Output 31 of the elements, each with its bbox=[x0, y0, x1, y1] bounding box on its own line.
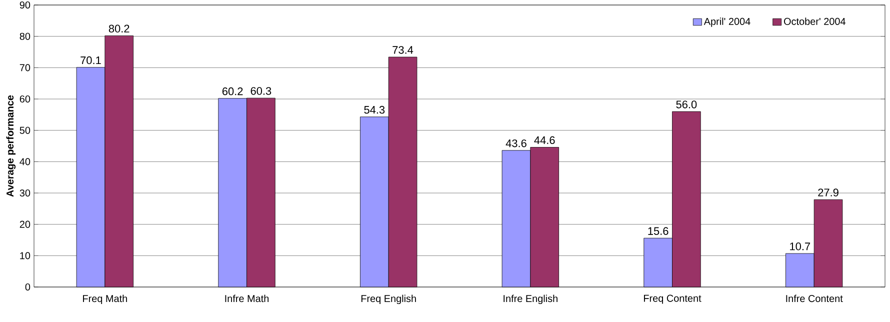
y-tick-label: 0 bbox=[25, 283, 30, 291]
y-tick-label: 40 bbox=[20, 158, 30, 166]
data-label: 15.6 bbox=[648, 227, 668, 235]
data-label: 73.4 bbox=[392, 46, 414, 54]
y-tick-label: 80 bbox=[20, 32, 30, 40]
x-tick-label: Freq Content bbox=[644, 294, 702, 304]
data-label: 43.6 bbox=[506, 139, 526, 148]
data-label: 60.2 bbox=[222, 87, 243, 96]
data-label: 44.6 bbox=[534, 136, 555, 144]
data-label: 54.3 bbox=[364, 106, 385, 114]
data-label: 80.2 bbox=[108, 24, 130, 33]
y-tick-label: 90 bbox=[20, 1, 30, 9]
y-axis-title: Average performance bbox=[6, 95, 16, 197]
data-label: 60.3 bbox=[250, 87, 272, 95]
data-label: 56.0 bbox=[676, 100, 697, 108]
x-tick-label: Infre English bbox=[504, 294, 558, 304]
y-tick-label: 60 bbox=[20, 95, 30, 103]
x-tick-label: Freq Math bbox=[83, 294, 127, 304]
y-tick-label: 70 bbox=[20, 64, 30, 72]
y-tick-label: 10 bbox=[20, 252, 30, 260]
y-tick-label: 20 bbox=[20, 220, 30, 228]
x-tick-label: Infre Content bbox=[786, 294, 843, 302]
data-label: 27.9 bbox=[818, 188, 838, 196]
data-label: 10.7 bbox=[790, 242, 810, 250]
x-tick-label: Freq English bbox=[361, 294, 416, 304]
x-tick-label: Infre Math bbox=[225, 294, 269, 302]
data-label: 70.1 bbox=[80, 56, 101, 64]
legend-label: April' 2004 bbox=[704, 18, 750, 27]
y-tick-label: 30 bbox=[20, 189, 30, 197]
legend-label: October' 2004 bbox=[784, 18, 846, 25]
y-tick-label: 50 bbox=[20, 126, 30, 134]
